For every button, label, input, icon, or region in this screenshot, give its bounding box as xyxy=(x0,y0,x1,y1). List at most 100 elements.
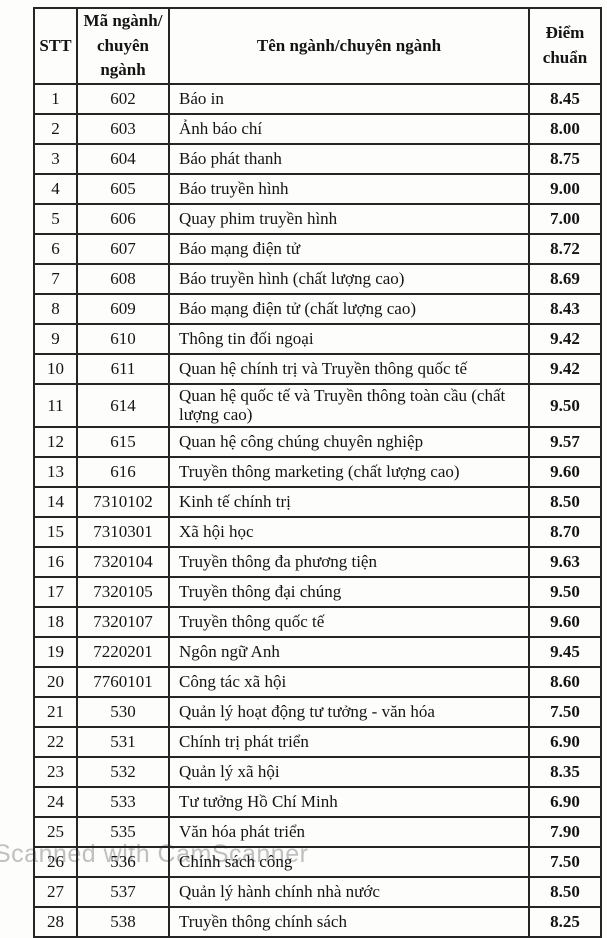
table-row: 24 533 Tư tưởng Hồ Chí Minh 6.90 xyxy=(33,786,602,819)
cell-stt: 3 xyxy=(33,142,78,175)
cell-score: 8.60 xyxy=(528,666,602,699)
cell-stt: 24 xyxy=(33,786,78,819)
cell-code: 538 xyxy=(76,906,170,938)
cell-name: Truyền thông chính sách xyxy=(168,906,530,938)
cell-name: Truyền thông đa phương tiện xyxy=(168,546,530,579)
cell-name: Báo truyền hình (chất lượng cao) xyxy=(168,262,530,295)
cell-stt: 12 xyxy=(33,426,78,459)
header-row: STT Mã ngành/ chuyên ngành Tên ngành/chu… xyxy=(33,7,602,85)
table-row: 12 615 Quan hệ công chúng chuyên nghiệp … xyxy=(33,426,602,459)
cell-score: 9.50 xyxy=(528,576,602,609)
cell-name: Báo mạng điện tử (chất lượng cao) xyxy=(168,292,530,325)
table-row: 13 616 Truyền thông marketing (chất lượn… xyxy=(33,456,602,489)
cell-stt: 16 xyxy=(33,546,78,579)
cell-code: 608 xyxy=(76,262,170,295)
table-row: 11 614 Quan hệ quốc tế và Truyền thông t… xyxy=(33,382,602,429)
cell-name: Quay phim truyền hình xyxy=(168,202,530,235)
table-row: 5 606 Quay phim truyền hình 7.00 xyxy=(33,202,602,235)
cell-code: 7310301 xyxy=(76,516,170,549)
cell-name: Thông tin đối ngoại xyxy=(168,322,530,355)
cell-name: Công tác xã hội xyxy=(168,666,530,699)
table-row: 18 7320107 Truyền thông quốc tế 9.60 xyxy=(33,606,602,639)
admission-scores-table-wrap: STT Mã ngành/ chuyên ngành Tên ngành/chu… xyxy=(33,7,602,938)
table-row: 23 532 Quản lý xã hội 8.35 xyxy=(33,756,602,789)
table-row: 4 605 Báo truyền hình 9.00 xyxy=(33,172,602,205)
table-row: 26 536 Chính sách công 7.50 xyxy=(33,846,602,879)
cell-code: 531 xyxy=(76,726,170,759)
cell-code: 7320105 xyxy=(76,576,170,609)
table-row: 19 7220201 Ngôn ngữ Anh 9.45 xyxy=(33,636,602,669)
cell-stt: 6 xyxy=(33,232,78,265)
table-body: 1 602 Báo in 8.45 2 603 Ảnh báo chí 8.00… xyxy=(33,82,602,938)
cell-code: 605 xyxy=(76,172,170,205)
cell-code: 610 xyxy=(76,322,170,355)
cell-score: 9.63 xyxy=(528,546,602,579)
table-row: 2 603 Ảnh báo chí 8.00 xyxy=(33,112,602,145)
table-row: 16 7320104 Truyền thông đa phương tiện 9… xyxy=(33,546,602,579)
cell-name: Báo truyền hình xyxy=(168,172,530,205)
cell-score: 7.50 xyxy=(528,846,602,879)
cell-score: 9.00 xyxy=(528,172,602,205)
cell-name: Quản lý hoạt động tư tưởng - văn hóa xyxy=(168,696,530,729)
cell-name: Quản lý hành chính nhà nước xyxy=(168,876,530,909)
cell-name: Quan hệ chính trị và Truyền thông quốc t… xyxy=(168,352,530,385)
cell-code: 603 xyxy=(76,112,170,145)
cell-score: 8.75 xyxy=(528,142,602,175)
cell-stt: 23 xyxy=(33,756,78,789)
cell-score: 8.25 xyxy=(528,906,602,938)
cell-score: 8.00 xyxy=(528,112,602,145)
cell-stt: 28 xyxy=(33,906,78,938)
cell-code: 7760101 xyxy=(76,666,170,699)
cell-score: 9.57 xyxy=(528,426,602,459)
cell-score: 9.42 xyxy=(528,322,602,355)
cell-stt: 4 xyxy=(33,172,78,205)
cell-score: 9.45 xyxy=(528,636,602,669)
cell-score: 6.90 xyxy=(528,786,602,819)
table-row: 6 607 Báo mạng điện tử 8.72 xyxy=(33,232,602,265)
cell-stt: 2 xyxy=(33,112,78,145)
cell-stt: 10 xyxy=(33,352,78,385)
cell-score: 9.50 xyxy=(528,382,602,429)
table-row: 8 609 Báo mạng điện tử (chất lượng cao) … xyxy=(33,292,602,325)
cell-stt: 9 xyxy=(33,322,78,355)
cell-stt: 5 xyxy=(33,202,78,235)
cell-name: Ngôn ngữ Anh xyxy=(168,636,530,669)
cell-code: 606 xyxy=(76,202,170,235)
cell-name: Quản lý xã hội xyxy=(168,756,530,789)
table-row: 21 530 Quản lý hoạt động tư tưởng - văn … xyxy=(33,696,602,729)
cell-stt: 1 xyxy=(33,82,78,115)
cell-score: 8.70 xyxy=(528,516,602,549)
header-score: Điểm chuẩn xyxy=(528,7,602,85)
table-row: 3 604 Báo phát thanh 8.75 xyxy=(33,142,602,175)
cell-name: Truyền thông marketing (chất lượng cao) xyxy=(168,456,530,489)
cell-score: 9.60 xyxy=(528,456,602,489)
cell-code: 7310102 xyxy=(76,486,170,519)
cell-stt: 13 xyxy=(33,456,78,489)
cell-stt: 26 xyxy=(33,846,78,879)
cell-code: 614 xyxy=(76,382,170,429)
cell-score: 8.35 xyxy=(528,756,602,789)
table-row: 9 610 Thông tin đối ngoại 9.42 xyxy=(33,322,602,355)
table-row: 10 611 Quan hệ chính trị và Truyền thông… xyxy=(33,352,602,385)
cell-code: 611 xyxy=(76,352,170,385)
table-row: 17 7320105 Truyền thông đại chúng 9.50 xyxy=(33,576,602,609)
table-row: 27 537 Quản lý hành chính nhà nước 8.50 xyxy=(33,876,602,909)
cell-stt: 15 xyxy=(33,516,78,549)
cell-stt: 17 xyxy=(33,576,78,609)
cell-code: 532 xyxy=(76,756,170,789)
cell-score: 7.90 xyxy=(528,816,602,849)
cell-code: 7320107 xyxy=(76,606,170,639)
cell-code: 533 xyxy=(76,786,170,819)
cell-score: 6.90 xyxy=(528,726,602,759)
cell-name: Báo in xyxy=(168,82,530,115)
cell-name: Truyền thông quốc tế xyxy=(168,606,530,639)
cell-stt: 7 xyxy=(33,262,78,295)
cell-stt: 22 xyxy=(33,726,78,759)
table-row: 22 531 Chính trị phát triển 6.90 xyxy=(33,726,602,759)
cell-score: 8.72 xyxy=(528,232,602,265)
cell-stt: 11 xyxy=(33,382,78,429)
cell-code: 535 xyxy=(76,816,170,849)
cell-stt: 20 xyxy=(33,666,78,699)
cell-name: Ảnh báo chí xyxy=(168,112,530,145)
table-row: 14 7310102 Kinh tế chính trị 8.50 xyxy=(33,486,602,519)
